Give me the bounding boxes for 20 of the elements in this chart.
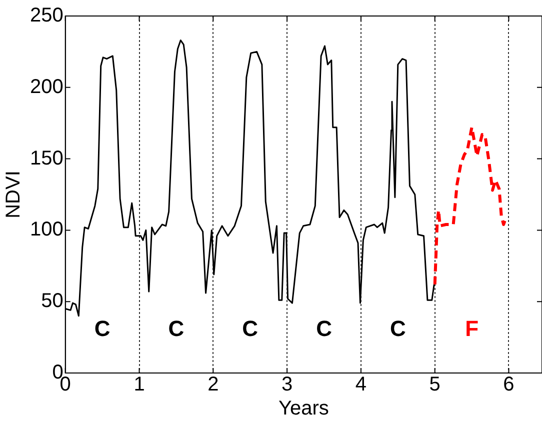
- y-tick-label: 250: [30, 4, 64, 27]
- y-tick-label: 50: [41, 290, 64, 312]
- x-tick-label: 1: [134, 374, 145, 396]
- x-tick-label: 3: [281, 374, 293, 396]
- annotation: F: [465, 316, 479, 342]
- line-series: [433, 126, 507, 286]
- annotation: C: [390, 316, 406, 342]
- x-axis-title: Years: [278, 398, 329, 420]
- annotation: C: [316, 316, 332, 342]
- y-tick-label: 150: [30, 147, 64, 170]
- y-axis-title: NDVI: [2, 170, 25, 218]
- annotation: C: [168, 316, 184, 342]
- x-tick-label: 4: [355, 374, 367, 396]
- x-tick-label: 5: [429, 374, 440, 396]
- annotation: C: [242, 316, 258, 342]
- annotation: C: [94, 316, 110, 342]
- y-tick-label: 100: [30, 218, 64, 241]
- x-tick-label: 2: [208, 374, 219, 396]
- y-tick-label: 200: [30, 76, 64, 98]
- x-tick-label: 6: [503, 374, 514, 396]
